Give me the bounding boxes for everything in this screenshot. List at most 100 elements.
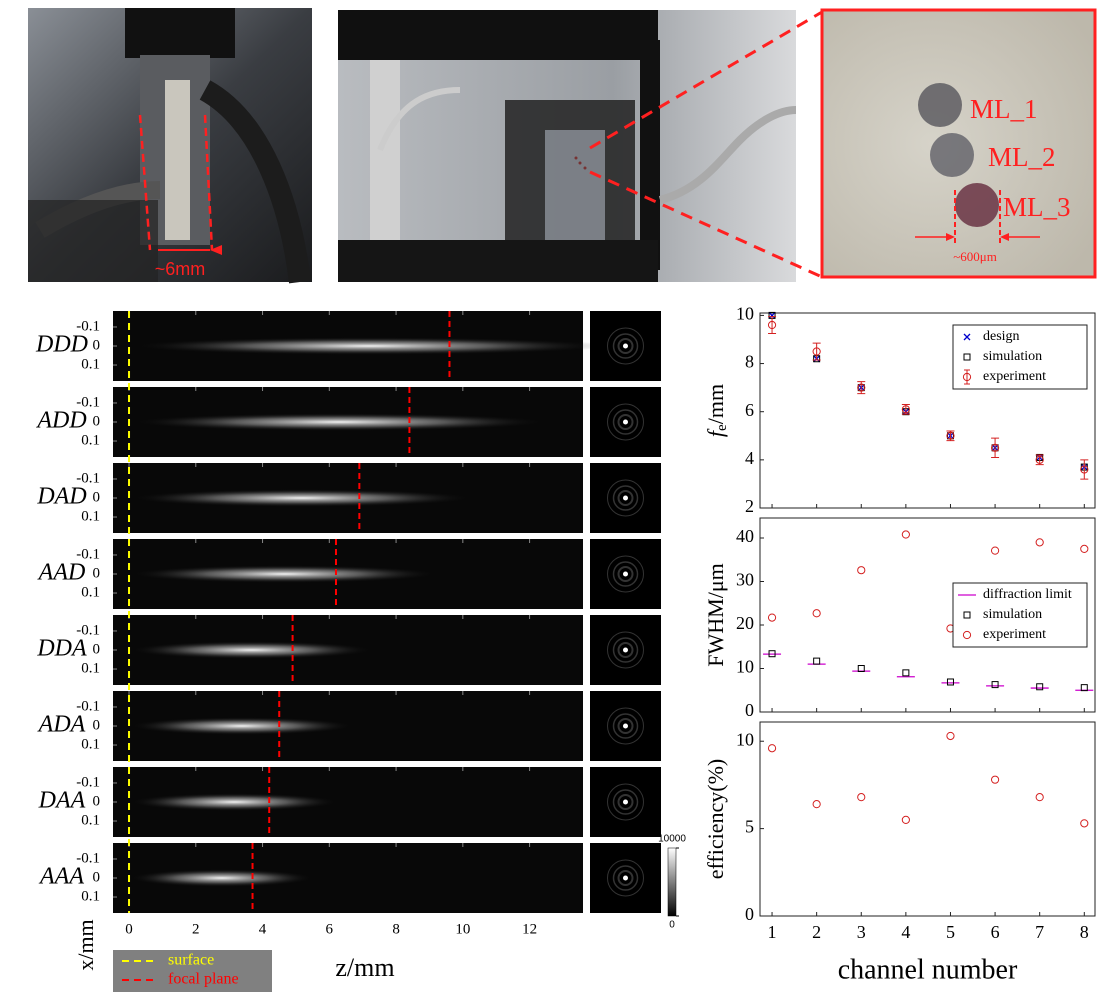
marker-square bbox=[1080, 684, 1088, 692]
spot-ring bbox=[607, 631, 644, 669]
x-axis-label: z/mm bbox=[335, 953, 394, 982]
y-tick-label: 20 bbox=[736, 613, 754, 633]
spot-image bbox=[590, 387, 661, 457]
label-part: /mm bbox=[703, 384, 728, 424]
x-tick-label: 6 bbox=[991, 922, 1000, 942]
y-tick-label: -0.1 bbox=[76, 774, 100, 790]
y-tick-label: 0.1 bbox=[81, 888, 100, 904]
y-tick-label: -0.1 bbox=[76, 546, 100, 562]
x-tick-label: 5 bbox=[946, 922, 955, 942]
y-tick-label: -0.1 bbox=[76, 622, 100, 638]
x-tick-label: 10 bbox=[455, 921, 470, 937]
y-tick-label: 5 bbox=[745, 817, 754, 837]
photo-device-mount bbox=[338, 10, 797, 282]
spot-ring bbox=[607, 479, 644, 517]
spot-core bbox=[623, 875, 628, 881]
spot-ring bbox=[607, 555, 644, 593]
y-tick-label: 0 bbox=[93, 565, 101, 581]
marker-square bbox=[857, 665, 865, 673]
zoom-lines bbox=[589, 10, 823, 279]
spot-ring bbox=[612, 485, 639, 511]
spot-core bbox=[623, 343, 628, 349]
spot-image bbox=[590, 615, 661, 685]
marker-circle bbox=[990, 443, 1000, 452]
row-label: DDA bbox=[36, 636, 87, 662]
y-tick-label: 0.1 bbox=[81, 432, 100, 448]
width-label: ~6mm bbox=[155, 259, 206, 279]
y-tick-label: -0.1 bbox=[76, 318, 100, 334]
y-axis-label: fe/mm bbox=[703, 384, 730, 437]
spot-ring bbox=[617, 642, 634, 658]
label-part: f bbox=[703, 428, 728, 437]
y-tick-label: 0 bbox=[93, 717, 101, 733]
spot-ring bbox=[607, 327, 644, 365]
y-tick-label: 30 bbox=[736, 570, 754, 590]
y-tick-label: 0 bbox=[93, 793, 101, 809]
spot-image bbox=[590, 463, 661, 533]
spot-image bbox=[590, 539, 661, 609]
legend-error bbox=[964, 369, 970, 385]
photo-device-side: ~6mm bbox=[28, 8, 312, 284]
lens-label: ML_3 bbox=[1003, 192, 1071, 222]
legend-label: simulation bbox=[983, 607, 1042, 622]
marker-square bbox=[963, 611, 971, 619]
y-tick-label: -0.1 bbox=[76, 698, 100, 714]
spot-ring bbox=[617, 414, 634, 430]
x-tick-label: 8 bbox=[1080, 922, 1089, 942]
x-tick-label: 8 bbox=[392, 921, 400, 937]
marker-square bbox=[963, 353, 971, 361]
y-tick-label: 0.1 bbox=[81, 660, 100, 676]
spot-ring bbox=[607, 859, 644, 897]
marker-circle bbox=[812, 347, 821, 356]
lens-label: ML_1 bbox=[970, 94, 1038, 124]
marker-circle bbox=[946, 431, 955, 440]
marker-circle bbox=[767, 613, 777, 622]
marker-circle bbox=[857, 793, 866, 802]
spot-ring bbox=[612, 713, 639, 739]
marker-square bbox=[813, 657, 821, 665]
row-label: DDD bbox=[35, 332, 88, 358]
y-tick-label: 0 bbox=[93, 641, 101, 657]
y-tick-label: 0.1 bbox=[81, 508, 100, 524]
marker-circle bbox=[990, 775, 1000, 784]
spot-ring bbox=[617, 338, 634, 354]
spot-ring bbox=[617, 566, 634, 582]
marker-x bbox=[963, 333, 971, 341]
spot-core bbox=[623, 723, 628, 729]
label-part: e bbox=[714, 424, 730, 431]
spot-ring bbox=[607, 403, 644, 441]
spot-label: ~600μm bbox=[953, 249, 997, 264]
y-tick-label: 0 bbox=[93, 869, 101, 885]
marker-square bbox=[902, 669, 910, 677]
y-tick-label: 0.1 bbox=[81, 736, 100, 752]
beam-glow bbox=[129, 565, 440, 583]
beam-glow bbox=[129, 869, 315, 887]
y-tick-label: 6 bbox=[745, 400, 754, 420]
y-axis-label: x/mm bbox=[73, 919, 98, 970]
beam-glow bbox=[129, 489, 475, 507]
marker-circle bbox=[812, 609, 821, 618]
marker-x bbox=[768, 311, 776, 319]
spot-ring bbox=[617, 794, 634, 810]
legend-label: focal plane bbox=[168, 971, 239, 988]
lens-label: ML_2 bbox=[988, 142, 1056, 172]
spot-core bbox=[623, 647, 628, 653]
marker-circle bbox=[962, 630, 972, 640]
spot-image bbox=[590, 843, 661, 913]
plot-frame bbox=[759, 721, 1096, 917]
marker-circle bbox=[857, 566, 866, 575]
y-tick-label: -0.1 bbox=[76, 470, 100, 486]
spot-core bbox=[623, 419, 628, 425]
y-tick-label: -0.1 bbox=[76, 394, 100, 410]
beam-glow bbox=[129, 413, 550, 431]
spot-image bbox=[590, 767, 661, 837]
marker-square bbox=[991, 681, 999, 689]
legend-box bbox=[952, 324, 1088, 390]
y-tick-label: 0.1 bbox=[81, 356, 100, 372]
legend-label: diffraction limit bbox=[983, 587, 1072, 602]
y-tick-label: 2 bbox=[745, 496, 754, 516]
legend-label: experiment bbox=[983, 627, 1046, 642]
y-tick-label: 4 bbox=[745, 448, 754, 468]
